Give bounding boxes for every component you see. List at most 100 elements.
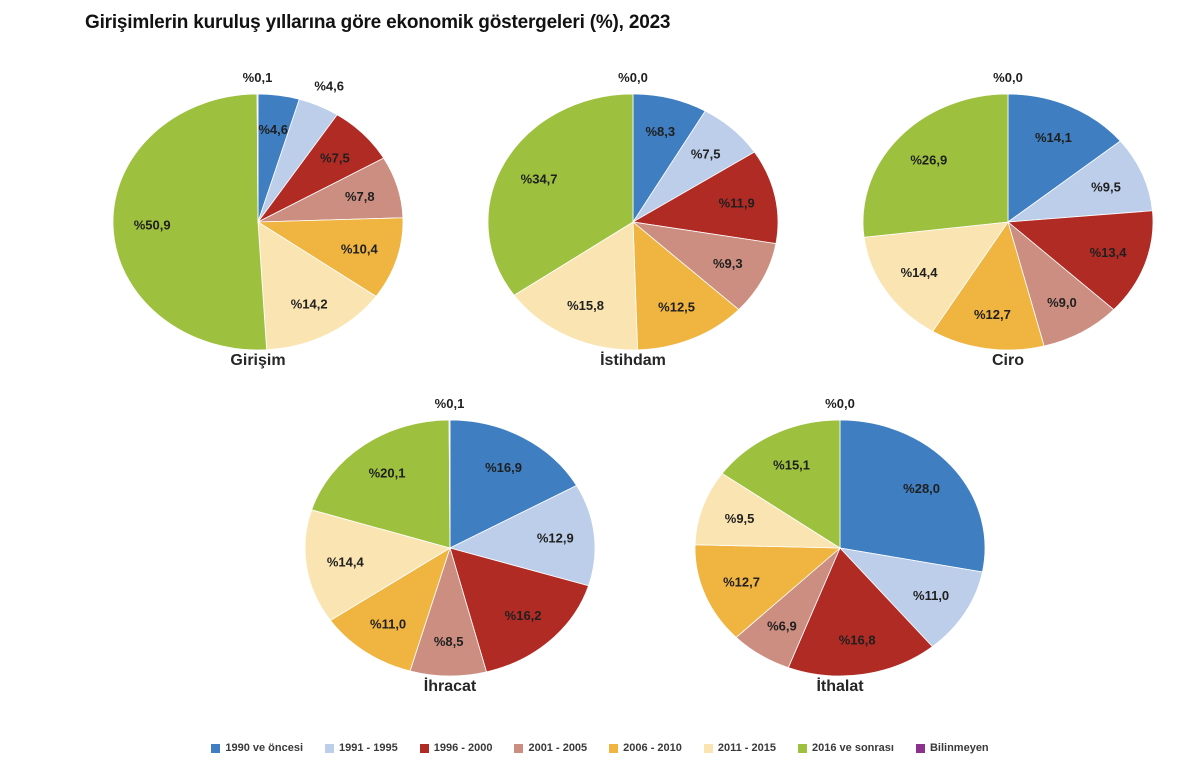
- pie-value-label: %0,0: [825, 396, 855, 411]
- pie-slice-1996 - 2000: [631, 151, 779, 245]
- legend-item: 2011 - 2015: [703, 742, 777, 754]
- pie-slice-bilinmeyen: [448, 419, 451, 549]
- legend-swatch: [514, 743, 524, 753]
- pie-slice-2011 - 2015: [257, 221, 377, 351]
- pie-slice-1991 - 1995: [1006, 140, 1153, 223]
- pie-slice-2016 ve sonrasi: [311, 419, 451, 549]
- pie-value-label: %26,9: [910, 153, 947, 168]
- pie-title: İhracat: [423, 678, 477, 695]
- pie-slice-2006 - 2010: [694, 544, 842, 638]
- pie-slice-2011 - 2015: [863, 221, 1009, 332]
- pie-value-label: %14,4: [327, 554, 365, 569]
- legend-item-label: 2011 - 2015: [717, 742, 777, 754]
- legend-item-label: 2016 ve sonrası: [812, 742, 894, 754]
- pie-slice-2016 ve sonrasi: [721, 419, 841, 549]
- pie-value-label: %12,9: [537, 531, 574, 546]
- legend-item-label: 2001 - 2005: [528, 742, 588, 754]
- pie-value-label: %7,5: [320, 150, 350, 165]
- pie-value-label: %50,9: [134, 218, 171, 233]
- legend-swatch: [703, 743, 713, 753]
- pie-slice-1991 - 1995: [838, 547, 983, 648]
- pie-value-label: %9,3: [713, 256, 743, 271]
- pie-slice-1990 ve oncesi: [1007, 93, 1121, 223]
- pie-slice-bilinmeyen: [256, 93, 259, 223]
- pie-slice-1996 - 2000: [787, 547, 934, 677]
- pie-slice-2001 - 2005: [1007, 220, 1115, 347]
- pie-value-label: %15,8: [567, 298, 604, 313]
- pie-svg-ithalat: %28,0 %11,0 %16,8 %6,9 %12,7 %9,5 %15,1 %0,0: [694, 396, 986, 677]
- legend-item: 2006 - 2010: [609, 742, 682, 754]
- pie-slice-1996 - 2000: [449, 547, 590, 673]
- pie-value-label: %34,7: [521, 171, 558, 186]
- pie-chart-ithalat: %28,0 %11,0 %16,8 %6,9 %12,7 %9,5 %15,1 %0,0 İth…: [650, 386, 1030, 718]
- pie-svg-istihdam: %8,3 %7,5 %11,9 %9,3 %12,5 %15,8 %34,7 %0,0: [487, 70, 779, 351]
- legend-item: 2016 ve sonrası: [798, 742, 894, 754]
- legend-swatch: [915, 743, 925, 753]
- pie-value-label: %7,8: [345, 189, 375, 204]
- pie-slice-1991 - 1995: [448, 484, 596, 587]
- legend-item-label: 2006 - 2010: [623, 742, 682, 754]
- legend-item: 2001 - 2005: [514, 742, 587, 754]
- pie-slice-1990 ve oncesi: [449, 419, 578, 549]
- page-title: Girişimlerin kuruluş yıllarına göre ekon…: [85, 12, 671, 33]
- pie-value-label: %0,0: [618, 70, 648, 85]
- pie-value-label: %9,5: [725, 511, 755, 526]
- pie-slice-1996 - 2000: [1006, 210, 1154, 311]
- pie-value-label: %10,4: [341, 242, 379, 257]
- pie-value-label: %7,5: [691, 147, 721, 162]
- pie-value-label: %14,2: [291, 296, 328, 311]
- pie-slice-2006 - 2010: [329, 547, 451, 672]
- pie-value-label: %0,0: [993, 70, 1023, 85]
- pie-value-label: %0,1: [243, 70, 273, 85]
- legend-item-label: 1991 - 1995: [339, 742, 398, 754]
- pie-value-label: %16,2: [505, 608, 542, 623]
- legend-item-label: 1990 ve öncesi: [225, 742, 304, 754]
- pie-value-label: %16,8: [839, 633, 876, 648]
- pie-value-label: %13,4: [1090, 245, 1128, 260]
- pie-value-label: %12,7: [974, 307, 1011, 322]
- pie-slice-2016 ve sonrasi: [112, 93, 268, 351]
- legend: 1990 ve öncesi 1991 - 1995 1996 - 2000 2001…: [0, 742, 1200, 754]
- legend-swatch: [798, 743, 808, 753]
- pie-value-label: %11,0: [370, 616, 406, 631]
- pie-value-label: %14,1: [1035, 130, 1072, 145]
- pie-svg-girisim: %4,6 %4,6 %7,5 %7,8 %10,4 %14,2 %50,9 %0,1: [112, 70, 404, 351]
- pie-value-label: %6,9: [767, 619, 797, 634]
- pie-slice-2011 - 2015: [513, 221, 638, 351]
- pie-value-label: %12,7: [723, 575, 760, 590]
- pie-title: Ciro: [992, 352, 1024, 369]
- pie-title: Girişim: [230, 352, 286, 369]
- pie-chart-istihdam: %8,3 %7,5 %11,9 %9,3 %12,5 %15,8 %34,7 %0,0 İsti…: [443, 60, 823, 392]
- legend-swatch: [211, 743, 221, 753]
- pie-slice-2011 - 2015: [304, 509, 452, 621]
- pie-value-label: %4,6: [258, 122, 288, 137]
- pie-value-label: %16,9: [485, 460, 522, 475]
- pie-svg-ciro: %14,1 %9,5 %13,4 %9,0 %12,7 %14,4 %26,9 %0,0: [862, 70, 1154, 351]
- pie-title: İstihdam: [600, 352, 666, 369]
- pie-value-label: %9,0: [1047, 295, 1077, 310]
- pie-slice-2006 - 2010: [256, 217, 404, 297]
- pie-value-label: %14,4: [901, 265, 939, 280]
- legend-swatch: [419, 743, 429, 753]
- pie-slice-2016 ve sonrasi: [862, 93, 1009, 238]
- pie-slice-2001 - 2005: [631, 221, 777, 311]
- pie-svg-ihracat: %16,9 %12,9 %16,2 %8,5 %11,0 %14,4 %20,1 %0,1: [304, 396, 596, 677]
- pie-slice-2016 ve sonrasi: [487, 93, 634, 296]
- pie-slice-1990 ve oncesi: [839, 419, 986, 573]
- pie-value-label: %11,9: [719, 196, 755, 211]
- pie-chart-girisim: %4,6 %4,6 %7,5 %7,8 %10,4 %14,2 %50,9 %0,1 Giriş…: [68, 60, 448, 392]
- legend-item-label: 1996 - 2000: [433, 742, 493, 754]
- legend-item: Bilinmeyen: [915, 742, 989, 754]
- pie-value-label: %28,0: [903, 481, 940, 496]
- pie-value-label: %9,5: [1091, 179, 1121, 194]
- pie-slice-2006 - 2010: [632, 221, 740, 351]
- pie-chart-ihracat: %16,9 %12,9 %16,2 %8,5 %11,0 %14,4 %20,1 %0,1 İh…: [260, 386, 640, 718]
- legend-item-label: Bilinmeyen: [929, 742, 989, 754]
- legend-item: 1996 - 2000: [419, 742, 493, 754]
- pie-value-label: %4,6: [314, 79, 344, 94]
- pie-slice-2006 - 2010: [932, 221, 1045, 351]
- pie-value-label: %11,0: [913, 588, 949, 603]
- pie-value-label: %8,3: [645, 124, 675, 139]
- legend-swatch: [325, 743, 335, 753]
